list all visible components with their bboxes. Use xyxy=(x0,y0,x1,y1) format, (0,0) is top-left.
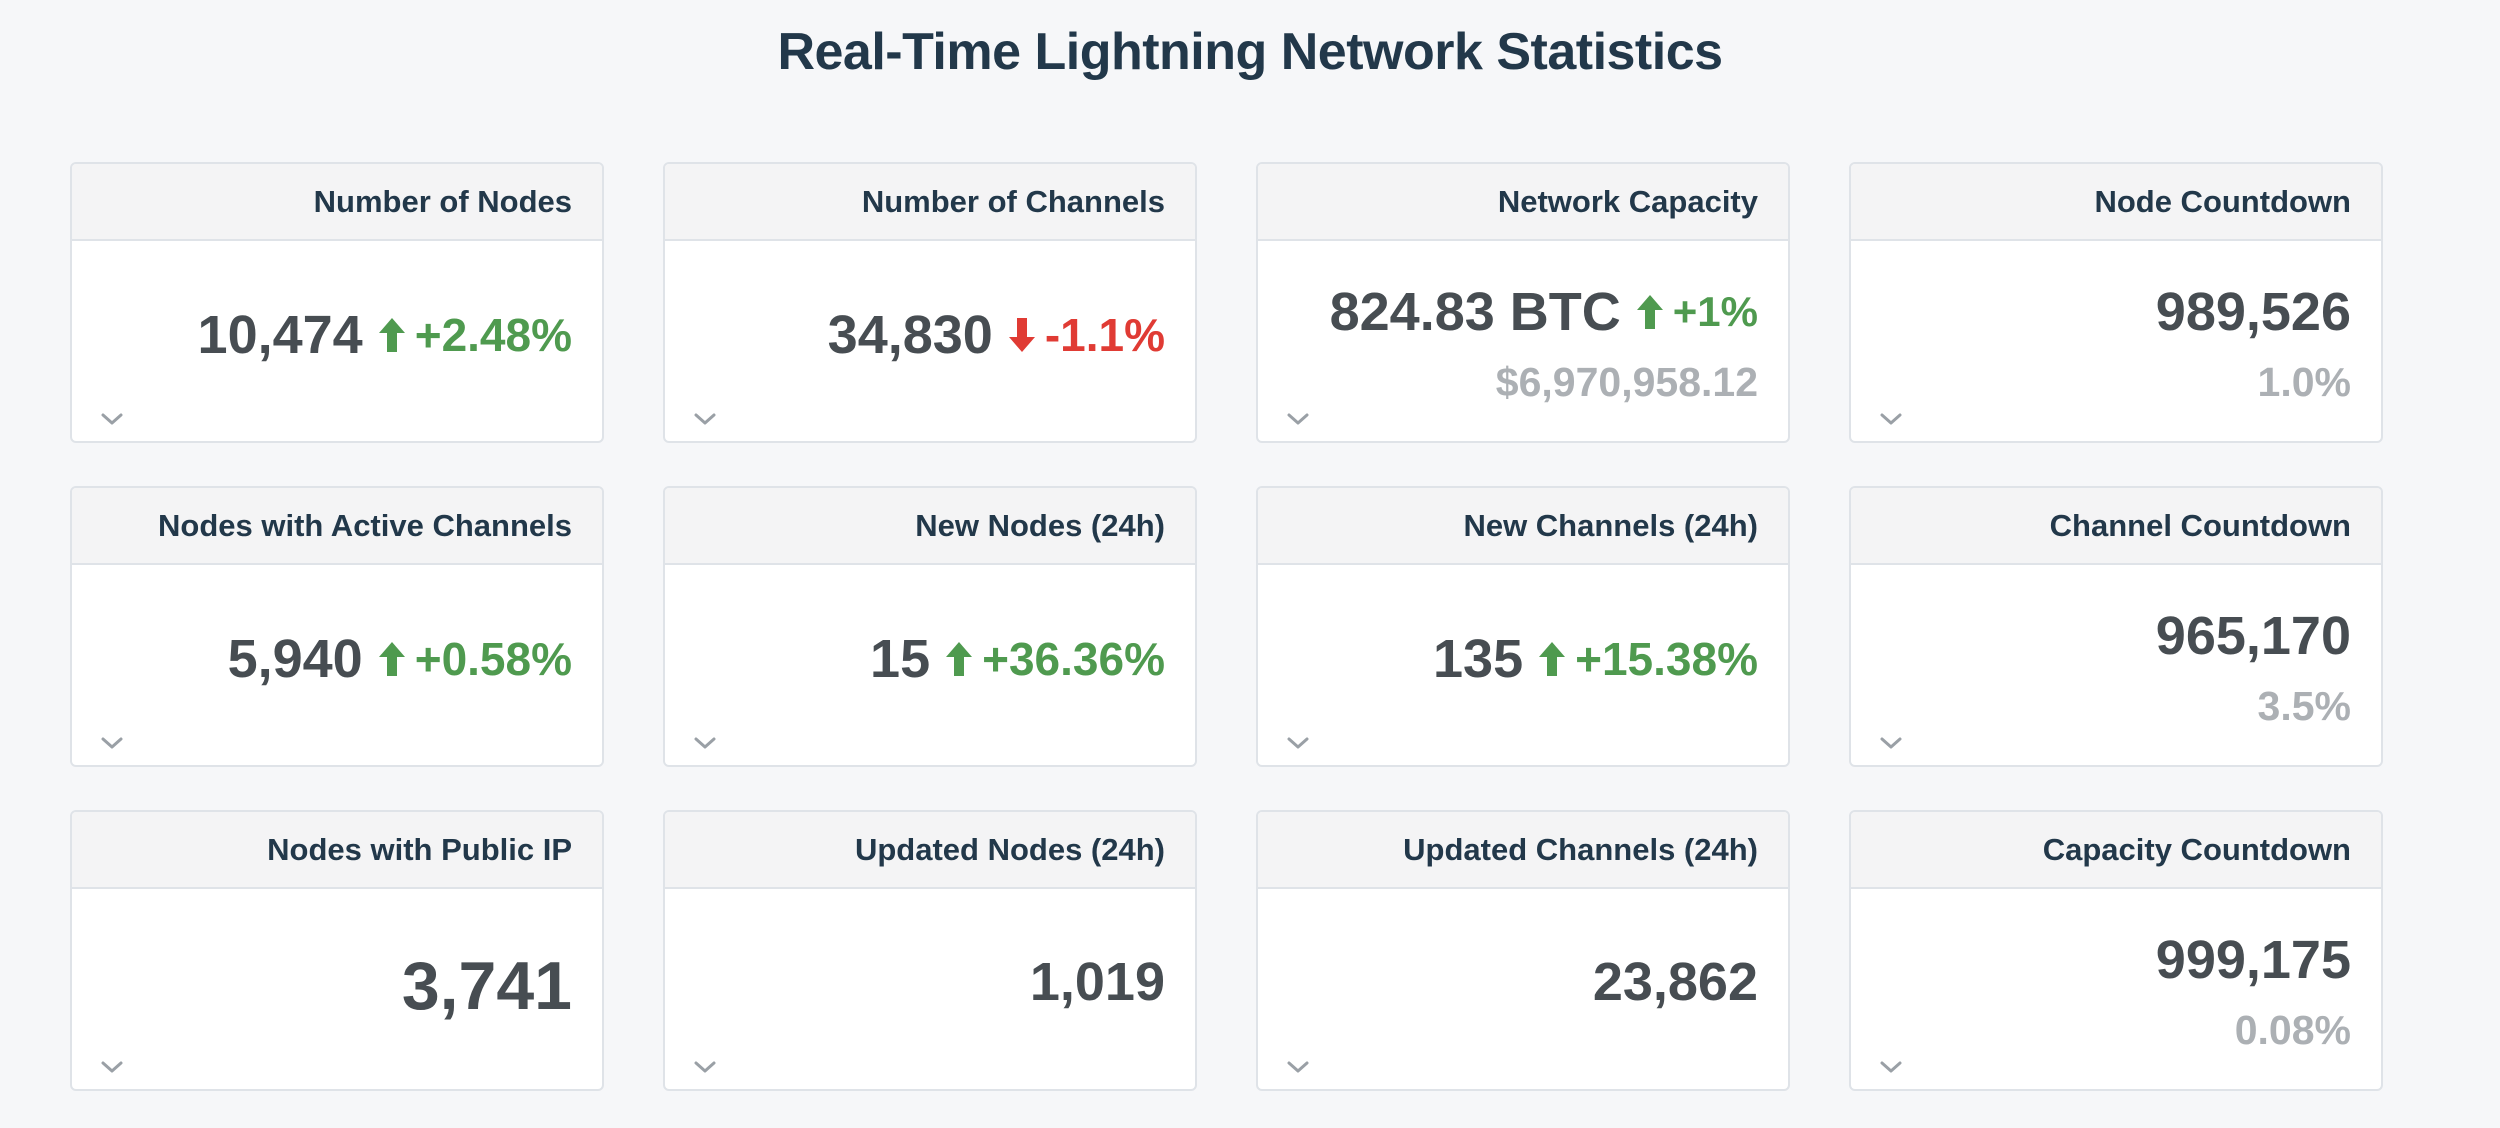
card-body: 34,830 -1.1% xyxy=(665,241,1195,441)
main-line: 965,170 xyxy=(2156,605,2351,667)
change-value: +36.36% xyxy=(982,633,1165,685)
main-line: 34,830 -1.1% xyxy=(828,304,1165,366)
arrow-up-icon xyxy=(946,642,973,676)
chevron-down-icon[interactable] xyxy=(1879,1059,1903,1075)
card-body: 3,741 xyxy=(72,889,602,1089)
card-nodes-with-public-ip: Nodes with Public IP 3,741 xyxy=(70,810,604,1091)
card-header: Number of Channels xyxy=(665,164,1195,241)
chevron-down-icon[interactable] xyxy=(693,735,717,751)
stat-subvalue: 0.08% xyxy=(2234,1007,2351,1053)
chevron-down-icon[interactable] xyxy=(100,1059,124,1075)
stat-value: 999,175 xyxy=(2155,930,2351,990)
chevron-down-icon[interactable] xyxy=(100,411,124,427)
change-value: +15.38% xyxy=(1575,633,1758,685)
arrow-up-icon xyxy=(378,318,405,352)
main-line: 824.83 BTC +1% xyxy=(1330,281,1758,343)
stat-value: 1,019 xyxy=(1029,952,1165,1012)
card-new-nodes-24h: New Nodes (24h) 15 +36.36% xyxy=(663,486,1197,767)
card-body: 999,175 0.08% xyxy=(1851,889,2381,1089)
card-header: Node Countdown xyxy=(1851,164,2381,241)
main-line: 3,741 xyxy=(402,947,572,1025)
card-updated-channels-24h: Updated Channels (24h) 23,862 xyxy=(1256,810,1790,1091)
card-header: Nodes with Active Channels xyxy=(72,488,602,565)
change-indicator: +15.38% xyxy=(1537,632,1758,686)
arrow-up-icon xyxy=(1539,642,1566,676)
stat-value: 34,830 xyxy=(827,305,993,365)
change-indicator: +0.58% xyxy=(377,632,572,686)
card-header: Network Capacity xyxy=(1258,164,1788,241)
stat-subvalue: 1.0% xyxy=(2257,359,2351,405)
card-body: 15 +36.36% xyxy=(665,565,1195,765)
card-header: Nodes with Public IP xyxy=(72,812,602,889)
change-indicator: -1.1% xyxy=(1007,308,1165,362)
stat-value: 23,862 xyxy=(1592,952,1758,1012)
main-line: 23,862 xyxy=(1593,951,1758,1013)
card-header: Updated Nodes (24h) xyxy=(665,812,1195,889)
stat-value: 10,474 xyxy=(197,305,363,365)
arrow-up-icon xyxy=(1636,295,1663,329)
page-title: Real-Time Lightning Network Statistics xyxy=(777,23,1723,81)
card-header: Number of Nodes xyxy=(72,164,602,241)
card-header: Capacity Countdown xyxy=(1851,812,2381,889)
card-header: Updated Channels (24h) xyxy=(1258,812,1788,889)
card-new-channels-24h: New Channels (24h) 135 +15.38% xyxy=(1256,486,1790,767)
card-header: Channel Countdown xyxy=(1851,488,2381,565)
card-body: 23,862 xyxy=(1258,889,1788,1089)
stat-value: 135 xyxy=(1433,629,1524,689)
main-line: 15 +36.36% xyxy=(870,628,1165,690)
card-body: 989,526 1.0% xyxy=(1851,241,2381,441)
change-indicator: +1% xyxy=(1635,288,1758,336)
chevron-down-icon[interactable] xyxy=(100,735,124,751)
chevron-down-icon[interactable] xyxy=(1879,735,1903,751)
change-indicator: +36.36% xyxy=(944,632,1165,686)
main-line: 135 +15.38% xyxy=(1433,628,1758,690)
card-header: New Nodes (24h) xyxy=(665,488,1195,565)
change-value: -1.1% xyxy=(1044,309,1165,361)
arrow-down-icon xyxy=(1008,318,1035,352)
stat-value: 824.83 BTC xyxy=(1329,282,1621,342)
card-number-of-channels: Number of Channels 34,830 -1.1% xyxy=(663,162,1197,443)
chevron-down-icon[interactable] xyxy=(693,411,717,427)
main-line: 989,526 xyxy=(2156,281,2351,343)
card-body: 135 +15.38% xyxy=(1258,565,1788,765)
change-value: +0.58% xyxy=(414,633,572,685)
main-line: 1,019 xyxy=(1030,951,1165,1013)
chevron-down-icon[interactable] xyxy=(1879,411,1903,427)
card-body: 824.83 BTC +1% $6,970,958.12 xyxy=(1258,241,1788,441)
card-body: 10,474 +2.48% xyxy=(72,241,602,441)
card-updated-nodes-24h: Updated Nodes (24h) 1,019 xyxy=(663,810,1197,1091)
card-body: 5,940 +0.58% xyxy=(72,565,602,765)
card-node-countdown: Node Countdown 989,526 1.0% xyxy=(1849,162,2383,443)
main-line: 999,175 xyxy=(2156,929,2351,991)
stat-value: 15 xyxy=(870,629,931,689)
main-line: 5,940 +0.58% xyxy=(228,628,572,690)
stats-grid: Number of Nodes 10,474 +2.48% Number of … xyxy=(70,162,2384,1091)
card-number-of-nodes: Number of Nodes 10,474 +2.48% xyxy=(70,162,604,443)
card-body: 1,019 xyxy=(665,889,1195,1089)
card-channel-countdown: Channel Countdown 965,170 3.5% xyxy=(1849,486,2383,767)
stat-value: 3,741 xyxy=(401,948,572,1024)
stat-value: 965,170 xyxy=(2155,606,2351,666)
card-header: New Channels (24h) xyxy=(1258,488,1788,565)
main-line: 10,474 +2.48% xyxy=(198,304,572,366)
stat-value: 5,940 xyxy=(227,629,363,689)
stat-value: 989,526 xyxy=(2155,282,2351,342)
change-indicator: +2.48% xyxy=(377,308,572,362)
stat-subvalue: $6,970,958.12 xyxy=(1495,359,1758,405)
chevron-down-icon[interactable] xyxy=(1286,411,1310,427)
card-network-capacity: Network Capacity 824.83 BTC +1% $6,970,9… xyxy=(1256,162,1790,443)
arrow-up-icon xyxy=(378,642,405,676)
chevron-down-icon[interactable] xyxy=(1286,735,1310,751)
chevron-down-icon[interactable] xyxy=(693,1059,717,1075)
chevron-down-icon[interactable] xyxy=(1286,1059,1310,1075)
change-value: +2.48% xyxy=(414,309,572,361)
card-body: 965,170 3.5% xyxy=(1851,565,2381,765)
card-capacity-countdown: Capacity Countdown 999,175 0.08% xyxy=(1849,810,2383,1091)
change-value: +1% xyxy=(1672,288,1758,335)
stat-subvalue: 3.5% xyxy=(2257,683,2351,729)
card-nodes-with-active-channels: Nodes with Active Channels 5,940 +0.58% xyxy=(70,486,604,767)
